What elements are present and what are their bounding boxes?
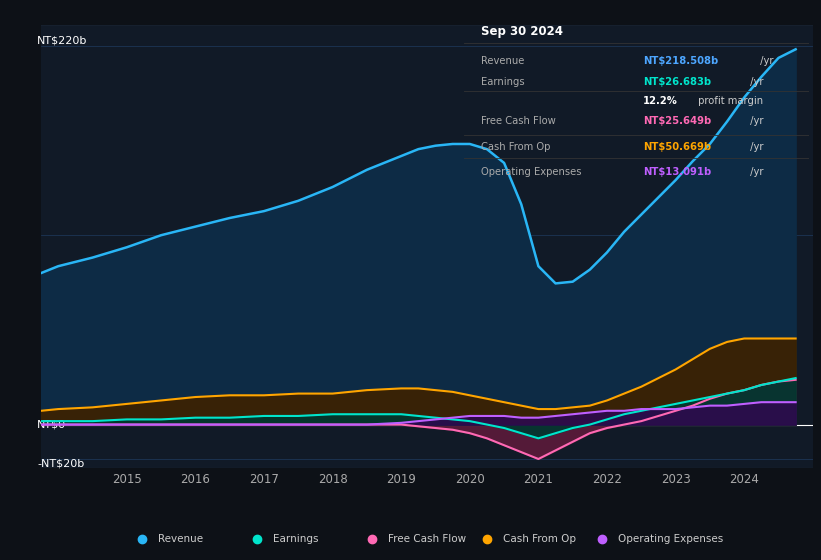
Text: /yr: /yr (746, 167, 763, 177)
Text: profit margin: profit margin (695, 96, 763, 106)
Text: NT$13.091b: NT$13.091b (643, 167, 712, 177)
Text: NT$220b: NT$220b (37, 36, 88, 46)
Text: Sep 30 2024: Sep 30 2024 (481, 25, 563, 38)
Text: NT$50.669b: NT$50.669b (643, 142, 711, 152)
Text: Revenue: Revenue (158, 534, 204, 544)
Text: -NT$20b: -NT$20b (37, 459, 85, 469)
Text: Operating Expenses: Operating Expenses (481, 167, 581, 177)
Text: Revenue: Revenue (481, 55, 525, 66)
Text: NT$218.508b: NT$218.508b (643, 55, 718, 66)
Text: NT$0: NT$0 (37, 419, 67, 430)
Text: 12.2%: 12.2% (643, 96, 678, 106)
Text: Free Cash Flow: Free Cash Flow (388, 534, 466, 544)
Text: NT$25.649b: NT$25.649b (643, 115, 712, 125)
Text: Free Cash Flow: Free Cash Flow (481, 115, 556, 125)
Text: /yr: /yr (746, 115, 763, 125)
Text: /yr: /yr (746, 142, 763, 152)
Text: Earnings: Earnings (273, 534, 319, 544)
Text: Cash From Op: Cash From Op (503, 534, 576, 544)
Text: NT$26.683b: NT$26.683b (643, 77, 711, 87)
Text: Operating Expenses: Operating Expenses (618, 534, 723, 544)
Text: /yr: /yr (746, 77, 763, 87)
Text: Cash From Op: Cash From Op (481, 142, 551, 152)
Text: /yr: /yr (757, 55, 773, 66)
Text: Earnings: Earnings (481, 77, 525, 87)
